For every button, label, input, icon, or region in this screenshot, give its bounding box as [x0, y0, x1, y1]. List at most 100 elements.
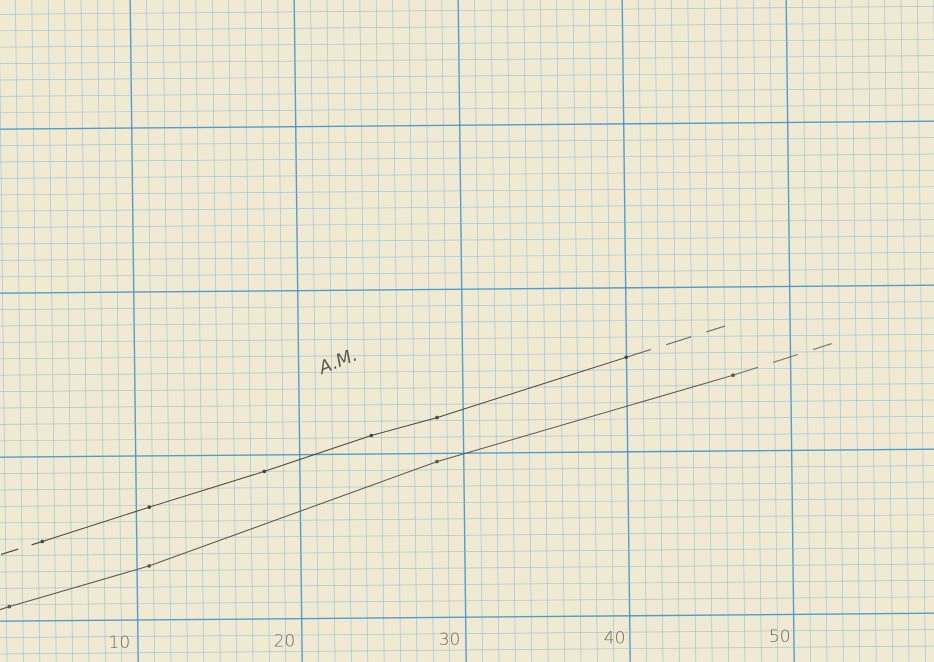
minor-gridline-vertical	[867, 0, 877, 662]
minor-gridline-horizontal	[0, 170, 934, 179]
series-1-dashed-start	[0, 606, 10, 611]
minor-gridline-horizontal	[0, 137, 934, 146]
minor-gridline-vertical	[408, 0, 418, 662]
minor-gridline-horizontal	[0, 629, 934, 638]
minor-gridline-vertical	[523, 0, 533, 662]
minor-gridline-horizontal	[0, 334, 934, 343]
minor-gridline-horizontal	[0, 514, 934, 524]
major-gridline-vertical	[621, 0, 631, 662]
minor-gridline-vertical	[917, 0, 926, 662]
minor-gridline-vertical	[835, 0, 844, 662]
plotted-lines	[0, 325, 832, 611]
minor-gridline-vertical	[556, 0, 565, 662]
series-0-point-5	[624, 355, 628, 360]
series-0-point-3	[369, 433, 374, 438]
minor-gridline-horizontal	[0, 219, 934, 228]
minor-gridline-horizontal	[0, 645, 934, 655]
minor-gridline-horizontal	[0, 55, 934, 64]
minor-gridline-horizontal	[0, 186, 934, 196]
minor-gridline-vertical	[507, 0, 516, 662]
minor-gridline-horizontal	[0, 432, 934, 442]
minor-gridline-horizontal	[0, 383, 934, 392]
minor-gridline-vertical	[753, 0, 762, 662]
minor-gridline-vertical	[769, 0, 779, 662]
minor-gridline-horizontal	[0, 38, 934, 48]
minor-gridline-vertical	[64, 0, 73, 662]
major-gridline-horizontal	[0, 612, 934, 622]
x-tick-label-30: 30	[439, 630, 461, 650]
x-tick-label-10: 10	[109, 633, 131, 653]
minor-gridline-vertical	[80, 0, 90, 662]
minor-gridline-horizontal	[0, 547, 934, 556]
minor-gridline-horizontal	[0, 88, 934, 97]
minor-gridline-vertical	[638, 0, 647, 662]
minor-gridline-horizontal	[0, 6, 934, 15]
minor-gridline-vertical	[146, 0, 155, 662]
minor-gridline-vertical	[31, 0, 41, 662]
minor-gridline-horizontal	[0, 252, 934, 261]
minor-gridline-horizontal	[0, 202, 934, 212]
minor-gridline-vertical	[539, 0, 549, 662]
minor-gridline-vertical	[605, 0, 615, 662]
major-gridline-horizontal	[0, 284, 934, 294]
series-0-dashed-start	[0, 540, 43, 555]
minor-gridline-horizontal	[0, 416, 934, 425]
minor-gridline-vertical	[0, 53, 8, 662]
minor-gridline-vertical	[195, 0, 205, 662]
minor-gridline-horizontal	[0, 104, 934, 114]
series-1-line	[9, 374, 734, 608]
minor-gridline-horizontal	[0, 465, 934, 474]
minor-gridline-horizontal	[0, 530, 934, 540]
series-1-point-0	[7, 604, 12, 609]
series-1-dashed-end	[732, 343, 832, 376]
minor-gridline-horizontal	[0, 580, 934, 589]
minor-gridline-vertical	[720, 0, 729, 662]
minor-gridline-horizontal	[0, 153, 934, 163]
minor-gridline-horizontal	[0, 235, 934, 245]
minor-gridline-vertical	[851, 0, 861, 662]
minor-gridline-vertical	[392, 0, 401, 662]
minor-gridline-vertical	[359, 0, 369, 662]
major-gridline-vertical	[785, 0, 795, 662]
major-gridline-horizontal	[0, 120, 934, 130]
minor-gridline-vertical	[687, 0, 697, 662]
minor-gridline-horizontal	[0, 71, 934, 81]
minor-gridline-vertical	[228, 0, 237, 662]
minor-gridline-horizontal	[0, 481, 934, 491]
minor-gridline-horizontal	[0, 301, 934, 310]
minor-gridline-horizontal	[0, 366, 934, 376]
minor-gridline-horizontal	[0, 22, 934, 32]
minor-gridline-vertical	[654, 0, 664, 662]
minor-gridline-vertical	[97, 0, 106, 662]
x-tick-label-50: 50	[769, 627, 791, 647]
series-0-point-4	[435, 415, 439, 420]
minor-gridline-vertical	[179, 0, 188, 662]
minor-gridline-horizontal	[0, 399, 934, 409]
series-0-point-1	[147, 505, 151, 510]
series-0-dashed-end	[626, 325, 726, 358]
minor-gridline-vertical	[15, 0, 24, 662]
minor-gridline-vertical	[802, 0, 811, 662]
major-gridline-vertical	[129, 0, 139, 662]
minor-gridline-vertical	[343, 0, 352, 662]
x-tick-label-40: 40	[604, 629, 626, 649]
series-0-point-0	[40, 539, 45, 544]
minor-gridline-vertical	[884, 0, 893, 662]
minor-gridline-vertical	[244, 0, 254, 662]
x-tick-label-20: 20	[274, 632, 296, 652]
minor-gridline-vertical	[211, 0, 221, 662]
minor-gridline-vertical	[572, 0, 582, 662]
minor-gridline-vertical	[47, 0, 57, 662]
minor-gridline-vertical	[900, 0, 910, 662]
series-1-point-2	[435, 459, 439, 464]
minor-gridline-vertical	[589, 0, 598, 662]
x-axis-ticks: 10 20 30 40 50	[109, 627, 791, 653]
series-0-line	[42, 356, 627, 542]
minor-gridline-vertical	[736, 0, 746, 662]
minor-gridline-horizontal	[0, 350, 934, 360]
minor-gridline-horizontal	[0, 317, 934, 327]
minor-gridline-horizontal	[0, 268, 934, 278]
